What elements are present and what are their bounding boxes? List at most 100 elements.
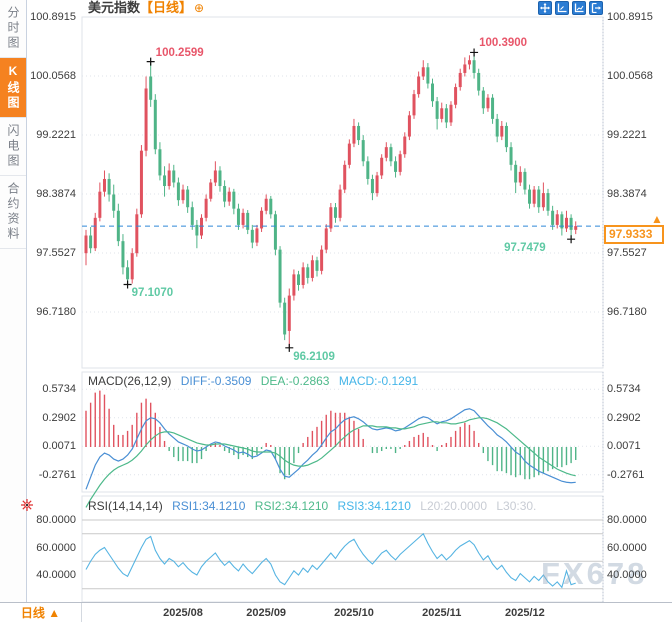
sidebar-item-contract-info[interactable]: 合约资料 <box>0 176 26 249</box>
candle-body <box>310 260 314 278</box>
exit-icon[interactable] <box>589 1 603 15</box>
candle-body <box>555 214 559 225</box>
price-axis-label-left: 100.0568 <box>30 69 76 82</box>
candle-body <box>158 149 162 176</box>
candle-body <box>269 198 273 215</box>
price-axis-label-right: 100.8915 <box>607 11 653 23</box>
candle-body <box>190 207 194 225</box>
candle-body <box>560 214 564 229</box>
date-label: 2025/10 <box>334 607 374 619</box>
macd-axis-label-left: 0.5734 <box>42 383 76 396</box>
candle-body <box>297 274 301 285</box>
extreme-cross-marker <box>285 343 294 352</box>
period-selector[interactable]: 日线 ▲ <box>0 603 82 622</box>
price-axis-label-right: 98.3874 <box>607 187 647 200</box>
price-axis-label-left: 100.8915 <box>30 11 76 23</box>
candle-body <box>417 76 421 95</box>
candle-body <box>435 101 439 119</box>
zoom-x-axis-icon[interactable] <box>555 1 569 15</box>
candle-body <box>301 267 305 285</box>
price-axis-label-right: 99.2221 <box>607 128 647 141</box>
candle-body <box>528 189 532 204</box>
candle-body <box>541 193 545 208</box>
candle-body <box>389 147 393 162</box>
extreme-cross-marker <box>470 48 479 57</box>
candle-body <box>574 226 578 230</box>
chart-type-sidebar: 分时图 K线图 闪电图 合约资料 <box>0 0 27 602</box>
candle-body <box>352 125 356 144</box>
candle-body <box>440 108 444 119</box>
candle-body <box>306 267 310 278</box>
candle-body <box>509 147 513 165</box>
candle-body <box>426 67 430 84</box>
candle-body <box>546 193 550 211</box>
price-axis-label-right: 100.0568 <box>607 69 653 82</box>
candle-body <box>514 164 518 183</box>
candle-body <box>232 191 236 209</box>
candle-body <box>495 118 499 137</box>
watermark: FX678 <box>541 556 648 591</box>
zoom-y-axis-icon[interactable] <box>572 1 586 15</box>
candle-body <box>491 97 495 119</box>
candle-body <box>172 170 176 183</box>
period-tag: 【日线】 <box>140 0 193 15</box>
candle-body <box>315 260 319 271</box>
rsi3-value: RSI3:34.1210 <box>337 499 411 513</box>
candle-body <box>370 178 374 194</box>
candle-body <box>569 217 573 230</box>
candle-body <box>241 212 245 225</box>
candle-body <box>126 267 130 280</box>
candle-body <box>176 182 180 201</box>
rsi-line <box>85 532 576 589</box>
pan-icon[interactable] <box>538 1 552 15</box>
candle-body <box>384 147 388 158</box>
candle-body <box>93 217 97 249</box>
current-price-box: 97.9333 <box>604 225 664 244</box>
candle-body <box>551 210 555 225</box>
rsi-name: RSI(14,14,14) <box>88 499 163 513</box>
rsi-axis-label-left: 80.0000 <box>36 514 76 526</box>
candle-body <box>421 67 425 77</box>
rsi-axis-label-left: 40.0000 <box>36 569 76 581</box>
time-axis-bar: 日线 ▲ 2025/08 2025/09 2025/10 2025/11 2025/12 <box>0 602 672 622</box>
candle-body <box>564 217 568 229</box>
candle-body <box>380 157 384 176</box>
candle-body <box>454 87 458 105</box>
add-indicator-icon[interactable]: ⊕ <box>194 1 205 15</box>
macd-header: MACD(26,12,9) DIFF:-0.3509 DEA:-0.2863 M… <box>88 374 418 388</box>
macd-axis-label-left: 0.0071 <box>42 440 76 453</box>
candle-body <box>112 194 116 211</box>
sidebar-item-lightning-chart[interactable]: 闪电图 <box>0 118 26 176</box>
candle-body <box>250 229 254 243</box>
candle-body <box>444 108 448 123</box>
candle-body <box>532 189 536 204</box>
candle-body <box>361 140 365 162</box>
candle-body <box>130 253 134 280</box>
price-axis-label-left: 99.2221 <box>36 128 76 141</box>
candle-body <box>149 76 153 100</box>
candle-body <box>218 170 222 187</box>
date-label: 2025/11 <box>422 607 462 619</box>
candle-body <box>283 302 287 335</box>
chart-toolbar <box>538 1 603 15</box>
price-annotation: 100.3900 <box>479 37 528 50</box>
candle-body <box>537 189 541 208</box>
candle-body <box>89 235 93 249</box>
price-axis-label-right: 97.5527 <box>607 246 647 259</box>
chart-title-bar: 美元指数【日线】 ⊕ <box>88 0 204 17</box>
scroll-to-latest-icon[interactable]: ▲ <box>651 212 663 226</box>
candle-body <box>273 214 277 250</box>
candle-body <box>121 241 125 268</box>
indicator-settings-icon[interactable] <box>20 498 34 512</box>
price-axis-label-left: 97.5527 <box>36 246 76 259</box>
candle-body <box>449 104 453 123</box>
sidebar-item-kline-chart[interactable]: K线图 <box>0 58 26 118</box>
sidebar-item-time-chart[interactable]: 分时图 <box>0 0 26 58</box>
candle-body <box>486 97 490 109</box>
price-annotation: 100.2599 <box>155 46 204 59</box>
date-label: 2025/12 <box>505 607 545 619</box>
rsi-l20-value: L20:20.0000 <box>420 499 487 513</box>
rsi2-value: RSI2:34.1210 <box>254 499 329 513</box>
candle-body <box>255 228 259 243</box>
